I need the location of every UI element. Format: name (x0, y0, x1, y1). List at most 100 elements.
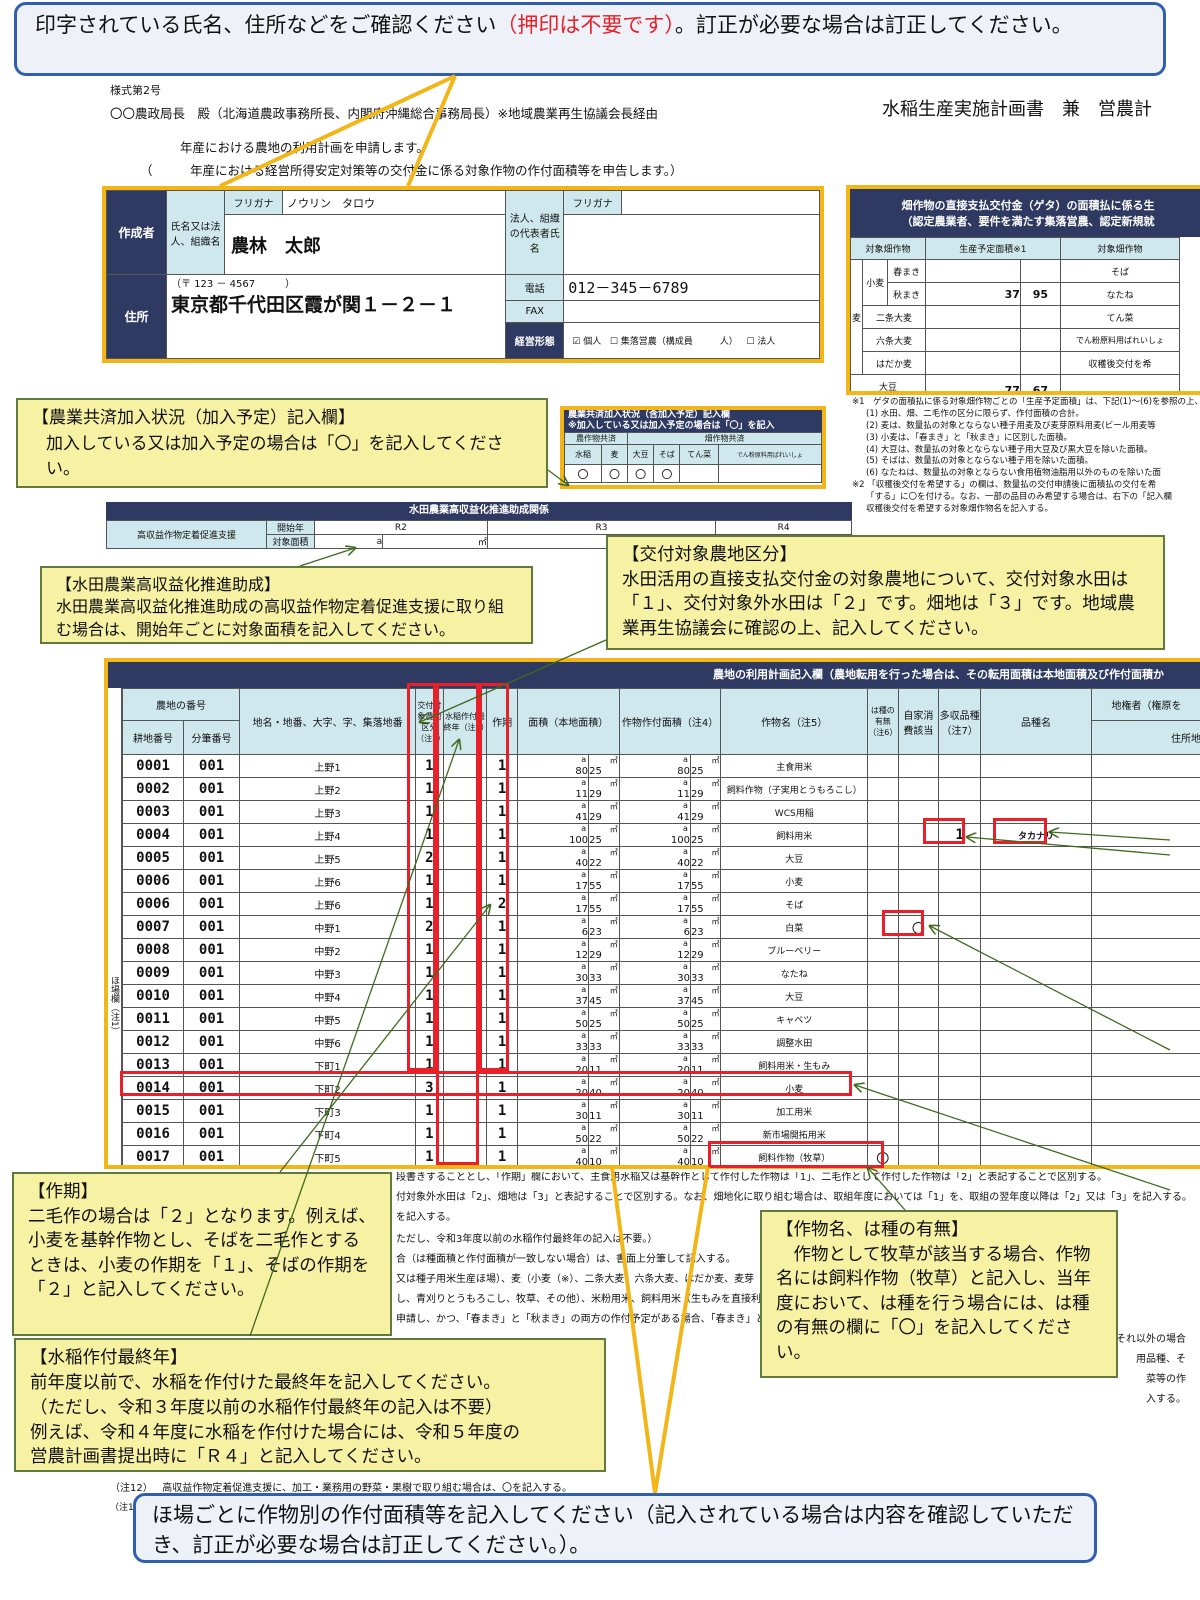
owner-cell[interactable] (1090, 823, 1200, 847)
owner-cell[interactable] (1090, 961, 1200, 985)
high-yield-cell[interactable] (938, 1030, 982, 1054)
plot-number-cell[interactable]: 0004 (121, 823, 185, 847)
place-cell[interactable]: 上野3 (239, 800, 417, 824)
area-m-cell[interactable]: 55 ㎡ (588, 892, 620, 916)
self-consumption-cell[interactable] (897, 777, 940, 801)
high-yield-cell[interactable] (938, 869, 982, 893)
planted-a-cell[interactable]: 30 a (618, 1099, 691, 1123)
plot-number-cell[interactable]: 0016 (121, 1122, 185, 1146)
plot-number-cell[interactable]: 0009 (121, 961, 185, 985)
area-m-cell[interactable]: 22 ㎡ (588, 846, 620, 870)
planted-m-cell[interactable]: 25 ㎡ (689, 823, 722, 847)
split-number-cell[interactable]: 001 (183, 915, 241, 939)
high-yield-cell[interactable] (938, 1007, 982, 1031)
sowing-cell[interactable] (867, 984, 899, 1008)
crop-name-cell[interactable]: 飼料用米 (720, 823, 869, 847)
place-cell[interactable]: 中野1 (239, 915, 417, 939)
planted-m-cell[interactable]: 45 ㎡ (689, 984, 722, 1008)
owner-cell[interactable] (1090, 915, 1200, 939)
area-m-cell[interactable]: 29 ㎡ (588, 777, 620, 801)
sowing-cell[interactable] (867, 846, 899, 870)
self-consumption-cell[interactable] (897, 1076, 940, 1100)
area-a[interactable] (924, 259, 1021, 283)
area-a-cell[interactable]: 100 a (516, 823, 590, 847)
area-a-cell[interactable]: 30 a (516, 961, 590, 985)
area-m-cell[interactable]: 33 ㎡ (588, 961, 620, 985)
crop-name-cell[interactable]: 小麦 (720, 869, 869, 893)
high-yield-cell[interactable] (938, 1122, 982, 1146)
owner-cell[interactable] (1090, 800, 1200, 824)
place-cell[interactable]: 下町5 (239, 1145, 417, 1165)
planted-m-cell[interactable]: 29 ㎡ (689, 777, 722, 801)
place-cell[interactable]: 中野6 (239, 1030, 417, 1054)
sowing-cell[interactable] (867, 800, 899, 824)
owner-cell[interactable] (1090, 1053, 1200, 1077)
area-a-cell[interactable]: 33 a (516, 1030, 590, 1054)
area-a-cell[interactable]: 12 a (516, 938, 590, 962)
variety-cell[interactable] (980, 1007, 1092, 1031)
high-yield-cell[interactable] (938, 1053, 982, 1077)
area-m[interactable]: 95 (1019, 282, 1061, 306)
split-number-cell[interactable]: 001 (183, 1076, 241, 1100)
area-m-cell[interactable]: 33 ㎡ (588, 1030, 620, 1054)
owner-cell[interactable] (1090, 1145, 1200, 1165)
split-number-cell[interactable]: 001 (183, 846, 241, 870)
area-m[interactable]: 67 (1019, 374, 1061, 391)
crop-name-cell[interactable]: 大豆 (720, 984, 869, 1008)
area-a-cell[interactable]: 20 a (516, 1076, 590, 1100)
area-m-cell[interactable]: 22 ㎡ (588, 1122, 620, 1146)
variety-cell[interactable] (980, 1099, 1092, 1123)
plot-number-cell[interactable]: 0012 (121, 1030, 185, 1054)
high-yield-cell[interactable] (938, 777, 982, 801)
checkbox-individual[interactable]: ☑ (572, 337, 581, 347)
planted-m-cell[interactable]: 25 ㎡ (689, 1007, 722, 1031)
area-a-cell[interactable]: 80 a (516, 754, 590, 778)
high-yield-cell[interactable] (938, 754, 982, 778)
owner-cell[interactable] (1090, 1007, 1200, 1031)
season-cell[interactable]: 1 (486, 1007, 518, 1031)
area-a-cell[interactable]: 40 a (516, 1145, 590, 1165)
split-number-cell[interactable]: 001 (183, 1145, 241, 1165)
address-field[interactable]: （〒 123 － 4567 ） 東京都千代田区霞が関１－２－１ (165, 274, 507, 359)
sowing-cell[interactable] (867, 961, 899, 985)
area-m-cell[interactable]: 11 ㎡ (588, 1099, 620, 1123)
plot-number-cell[interactable]: 0006 (121, 892, 185, 916)
variety-cell[interactable] (980, 1076, 1092, 1100)
area-m[interactable] (1019, 328, 1061, 352)
crop-name-cell[interactable]: 白菜 (720, 915, 869, 939)
variety-cell[interactable] (980, 777, 1092, 801)
self-consumption-cell[interactable] (897, 1007, 940, 1031)
high-yield-cell[interactable] (938, 846, 982, 870)
self-consumption-cell[interactable] (897, 846, 940, 870)
owner-cell[interactable] (1090, 869, 1200, 893)
variety-cell[interactable] (980, 915, 1092, 939)
high-yield-cell[interactable] (938, 915, 982, 939)
high-yield-cell[interactable] (938, 961, 982, 985)
planted-m-cell[interactable]: 10 ㎡ (689, 1145, 722, 1165)
season-cell[interactable]: 1 (486, 1145, 518, 1165)
area-m-cell[interactable]: 25 ㎡ (588, 823, 620, 847)
insurance-mark-cell[interactable]: 〇 (564, 464, 602, 483)
insurance-mark-cell[interactable]: 〇 (627, 464, 655, 483)
planted-m-cell[interactable]: 23 ㎡ (689, 915, 722, 939)
owner-cell[interactable] (1090, 1099, 1200, 1123)
variety-cell[interactable] (980, 869, 1092, 893)
variety-cell[interactable] (980, 846, 1092, 870)
area-m[interactable] (1019, 259, 1061, 283)
place-cell[interactable]: 上野1 (239, 754, 417, 778)
rep-furigana-field[interactable] (621, 190, 820, 215)
insurance-mark-cell[interactable] (679, 464, 719, 483)
place-cell[interactable]: 上野5 (239, 846, 417, 870)
owner-cell[interactable] (1090, 938, 1200, 962)
self-consumption-cell[interactable] (897, 1122, 940, 1146)
r2-area-a[interactable]: a (313, 534, 384, 549)
area-a-cell[interactable]: 17 a (516, 869, 590, 893)
crop-name-cell[interactable]: なたね (720, 961, 869, 985)
high-yield-cell[interactable] (938, 1099, 982, 1123)
variety-cell[interactable] (980, 1030, 1092, 1054)
area-a-cell[interactable]: 50 a (516, 1122, 590, 1146)
sowing-cell[interactable] (867, 823, 899, 847)
variety-cell[interactable] (980, 984, 1092, 1008)
high-yield-cell[interactable] (938, 938, 982, 962)
area-m-cell[interactable]: 10 ㎡ (588, 1145, 620, 1165)
